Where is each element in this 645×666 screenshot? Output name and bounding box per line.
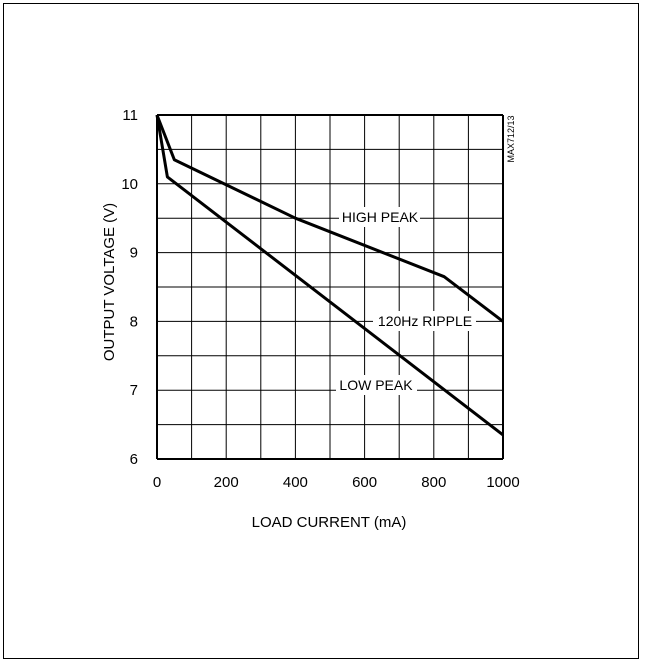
x-tick-label: 800: [421, 474, 446, 491]
y-axis-label: OUTPUT VOLTAGE (V): [101, 203, 118, 361]
grid-lines: [156, 114, 504, 460]
low-peak-label: LOW PEAK: [339, 377, 413, 393]
series-line-low-peak: [155, 114, 504, 437]
y-tick-label: 10: [121, 176, 138, 193]
x-tick-label: 400: [283, 474, 308, 491]
y-tick-label: 11: [122, 107, 138, 124]
y-tick-label: 8: [130, 313, 138, 330]
series-line-high-peak: [155, 114, 504, 323]
x-axis-label: LOAD CURRENT (mA): [252, 514, 407, 531]
y-tick-label: 9: [130, 245, 138, 262]
x-tick-label: 600: [352, 474, 377, 491]
high-peak-label: HIGH PEAK: [342, 209, 419, 225]
ripple-label-bg: [373, 311, 476, 331]
annotations-layer: LOAD CURRENT (mA) OUTPUT VOLTAGE (V) HIG…: [101, 115, 516, 531]
y-tick-label: 6: [130, 451, 138, 468]
tick-labels: 0 200 400 600 800 1000 6 7 8 9 10 11: [121, 107, 519, 491]
figure-code-label: MAX712/13: [506, 115, 516, 162]
x-tick-label: 1000: [486, 474, 519, 491]
figure-frame: [3, 3, 639, 659]
x-tick-label: 0: [153, 474, 161, 491]
ripple-label: 120Hz RIPPLE: [378, 313, 472, 329]
low-peak-label-bg: [336, 375, 417, 395]
y-tick-label: 7: [130, 382, 138, 399]
series-layer: [155, 114, 504, 437]
high-peak-label-bg: [339, 207, 420, 227]
x-tick-label: 200: [214, 474, 239, 491]
